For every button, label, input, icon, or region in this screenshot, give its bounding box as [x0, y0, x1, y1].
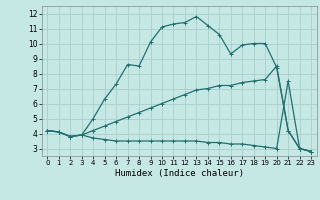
X-axis label: Humidex (Indice chaleur): Humidex (Indice chaleur) — [115, 169, 244, 178]
